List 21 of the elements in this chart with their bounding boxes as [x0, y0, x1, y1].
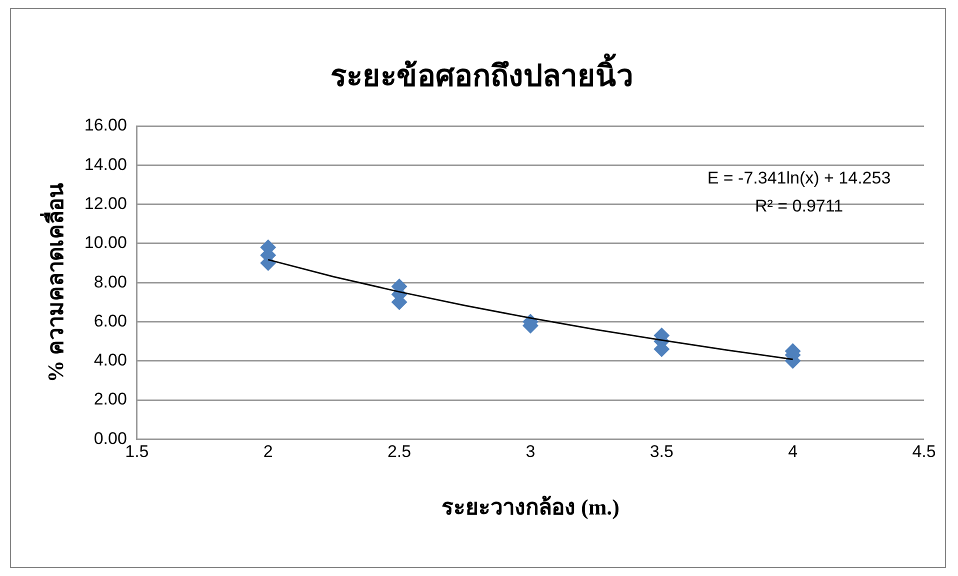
annotation: R² = 0.9711 [754, 196, 844, 216]
y-tick-label: 12.00 [84, 194, 127, 213]
y-tick-label: 8.00 [94, 272, 127, 292]
y-tick-label: 10.00 [84, 233, 127, 252]
x-tick-label: 4.5 [912, 442, 936, 462]
y-tick-label: 14.00 [84, 154, 127, 174]
y-axis-title: % ความคลาดเคลื่อน [38, 182, 68, 382]
chart-title: ระยะข้อศอกถึงปลายนิ้ว [330, 52, 634, 93]
x-tick-label: 4 [788, 442, 798, 462]
x-tick-label: 2.5 [387, 442, 412, 462]
y-tick-label: 6.00 [94, 311, 127, 330]
annotation: E = -7.341ln(x) + 14.253 [707, 168, 891, 188]
x-tick-label: 3.5 [650, 442, 674, 462]
y-tick-label: 0.00 [94, 428, 127, 448]
y-tick-label: 4.00 [94, 350, 127, 370]
x-tick-label: 3 [526, 442, 536, 462]
x-tick-label: 2 [263, 442, 273, 462]
x-tick-label: 1.5 [125, 442, 149, 462]
y-tick-label: 16.00 [84, 116, 127, 135]
y-tick-label: 2.00 [94, 390, 127, 409]
x-axis-title: ระยะวางกล้อง (m.) [441, 494, 620, 520]
